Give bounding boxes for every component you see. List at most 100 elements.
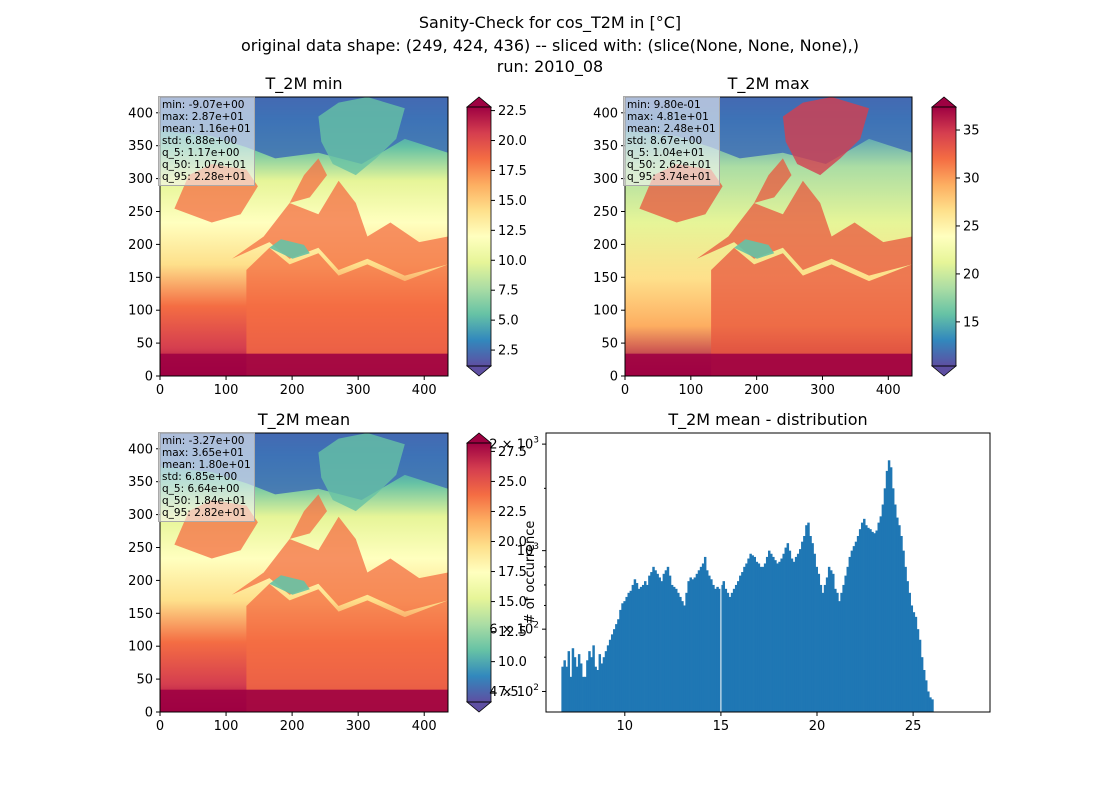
- histogram-bar: [834, 588, 837, 712]
- scandinavia-region: [318, 97, 405, 176]
- histogram-bar: [788, 550, 792, 712]
- y-tick-label: 350: [128, 475, 153, 490]
- histogram-bar: [757, 563, 761, 712]
- histogram-bar: [867, 527, 870, 712]
- figure-title-line-3: run: 2010_08: [496, 57, 604, 76]
- africa-region: [160, 689, 448, 712]
- y-tick-label: 0: [145, 706, 153, 721]
- histogram-bar: [646, 584, 649, 712]
- histogram-bar: [670, 584, 674, 712]
- land-region: [289, 494, 327, 539]
- histogram-bar: [815, 566, 818, 712]
- histogram-bar: [844, 575, 847, 712]
- stats-line: q_95: 2.28e+01: [162, 171, 247, 183]
- histogram-bar: [693, 577, 697, 712]
- colorbar: [467, 443, 491, 702]
- histogram-bar: [577, 654, 581, 712]
- histogram-bar: [761, 566, 765, 712]
- scandinavia-region: [782, 97, 869, 176]
- histogram-bar: [666, 566, 670, 712]
- histogram-bar: [701, 563, 705, 712]
- histogram-bar: [801, 541, 804, 712]
- histogram-bar: [863, 518, 866, 712]
- histogram-bar: [683, 605, 686, 712]
- histogram-bar: [782, 553, 785, 712]
- histogram-bar: [672, 586, 676, 712]
- histogram-bar: [747, 558, 750, 712]
- histogram-bar: [734, 584, 738, 712]
- land-region: [246, 583, 448, 712]
- colorbar-tick-label: 20.0: [498, 535, 527, 550]
- histogram-bar: [929, 697, 932, 712]
- histogram-bar: [627, 592, 630, 712]
- y-tick-label: 100: [128, 640, 153, 655]
- colorbar-tick-label: 17.5: [498, 565, 527, 580]
- colorbar-frame: [466, 106, 492, 367]
- histogram-bar: [883, 488, 887, 712]
- histogram-bar: [658, 577, 661, 712]
- histogram-bar: [774, 560, 777, 712]
- y-tick-label: 100: [593, 304, 618, 319]
- histogram-bar: [912, 612, 916, 712]
- histogram-bar: [896, 517, 899, 712]
- y-tick-label: 250: [128, 541, 153, 556]
- histogram-bar: [873, 533, 876, 712]
- histogram-bar: [759, 566, 763, 712]
- histogram-bar: [798, 549, 802, 712]
- x-tick-label: 20: [809, 719, 826, 734]
- x-tick-label: 100: [678, 383, 703, 398]
- colorbar: [467, 107, 491, 366]
- stats-line: min: 9.80e-01: [627, 99, 701, 111]
- panel-title: T_2M max: [727, 74, 810, 94]
- histogram-bar: [768, 550, 771, 712]
- histogram-bar: [865, 525, 868, 712]
- histogram-bar: [925, 680, 928, 712]
- histogram-bar: [875, 530, 878, 712]
- histogram-bar: [887, 460, 891, 712]
- histogram-bar: [590, 657, 593, 712]
- stats-line: q_95: 3.74e+01: [627, 171, 712, 183]
- histogram-bar: [741, 572, 744, 712]
- y-tick-label: 50: [136, 337, 153, 352]
- histogram-bar: [846, 566, 849, 712]
- y-tick-label: 400: [128, 442, 153, 457]
- histogram-bar: [856, 535, 860, 712]
- histogram-bar: [573, 657, 577, 712]
- figure-title-line-2: original data shape: (249, 424, 436) -- …: [241, 36, 859, 55]
- histogram-bar: [691, 579, 695, 712]
- x-tick-label: 200: [744, 383, 769, 398]
- histogram-bar: [714, 588, 717, 712]
- histogram-bar: [827, 566, 831, 712]
- histogram-bar: [776, 563, 779, 712]
- histogram-bar: [726, 592, 730, 712]
- histogram-bar: [770, 553, 773, 712]
- histogram-bar: [716, 586, 719, 712]
- axes-frame: [624, 96, 913, 377]
- y-tick-label: 0: [610, 370, 618, 385]
- histogram-bar: [689, 577, 692, 712]
- colorbar-tick-label: 7.5: [498, 685, 519, 700]
- histogram-bar: [836, 592, 839, 712]
- histogram-bar: [745, 563, 748, 712]
- histogram-bar: [625, 596, 628, 712]
- histogram-bar: [821, 592, 825, 712]
- histogram-bar: [842, 584, 845, 712]
- histogram-bar: [639, 586, 643, 712]
- histogram-bar: [699, 566, 703, 712]
- histogram-bar: [602, 657, 606, 712]
- histogram-bar: [914, 616, 918, 712]
- histogram-bar: [596, 669, 599, 712]
- y-tick-label: 400: [593, 106, 618, 121]
- colorbar-tick-label: 15: [963, 315, 980, 330]
- histogram-bar: [664, 570, 668, 712]
- colorbar-tick-label: 25.0: [498, 475, 527, 490]
- x-tick-label: 0: [156, 719, 164, 734]
- colorbar-tick-label: 10.0: [498, 254, 527, 269]
- histogram-bar: [885, 470, 889, 712]
- colorbar-extend-min: [930, 365, 958, 377]
- stats-line: std: 6.88e+00: [162, 135, 238, 147]
- histogram-bar: [918, 639, 922, 712]
- histogram-bar: [807, 522, 810, 712]
- panel-title: T_2M mean - distribution: [667, 410, 867, 430]
- histogram-bar: [825, 577, 829, 712]
